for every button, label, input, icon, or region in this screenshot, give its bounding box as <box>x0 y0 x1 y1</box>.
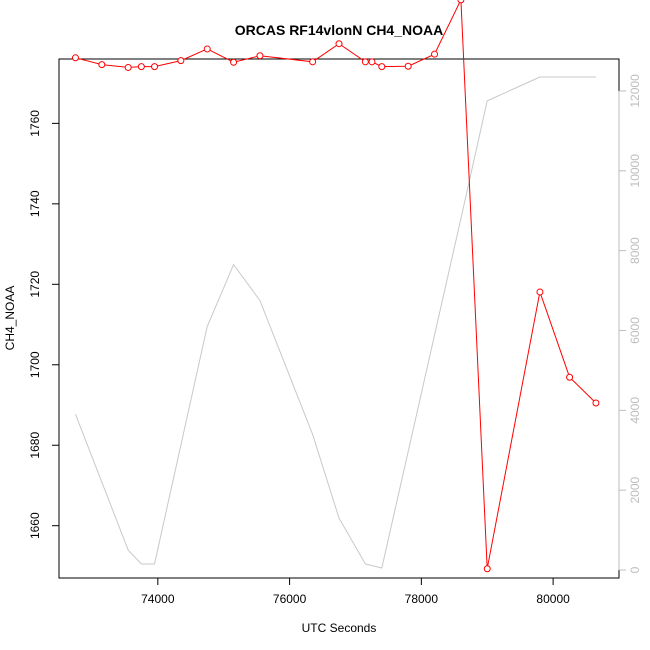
y2-tick-label: 2000 <box>628 476 642 503</box>
data-point <box>378 63 386 71</box>
data-point <box>536 288 544 296</box>
series-red-line <box>71 0 600 573</box>
data-point <box>98 61 106 69</box>
series-gray-line <box>75 76 596 569</box>
chart-title: ORCAS RF14vlonN CH4_NOAA <box>235 22 443 38</box>
data-point <box>592 399 600 407</box>
x-tick-label: 76000 <box>273 592 307 606</box>
data-point <box>71 54 79 62</box>
y2-tick-label: 10000 <box>628 154 642 188</box>
data-point <box>483 565 491 573</box>
data-point <box>124 63 132 71</box>
data-point <box>177 57 185 65</box>
data-point <box>404 62 412 70</box>
x-axis-label: UTC Seconds <box>302 621 377 635</box>
data-point <box>230 58 238 66</box>
x-tick-label: 80000 <box>536 592 570 606</box>
y-axis-label: CH4_NOAA <box>3 286 17 351</box>
data-point <box>431 50 439 58</box>
x-tick-label: 74000 <box>141 592 175 606</box>
y-tick-label: 1740 <box>28 190 42 217</box>
y-tick-label: 1760 <box>28 110 42 137</box>
red-series-line <box>75 0 597 569</box>
y-tick-label: 1700 <box>28 351 42 378</box>
y2-tick-label: 8000 <box>628 237 642 264</box>
y-tick-label: 1660 <box>28 512 42 539</box>
x-axis: 74000 76000 78000 80000 <box>141 577 570 606</box>
data-point <box>137 63 145 71</box>
y2-tick-label: 6000 <box>628 317 642 344</box>
y2-tick-label: 12000 <box>628 74 642 108</box>
data-point <box>309 58 317 66</box>
left-y-axis: 1660 1680 1700 1720 1740 1760 <box>28 110 60 539</box>
data-point <box>335 40 343 48</box>
gray-series-line <box>75 76 596 569</box>
x-tick-label: 78000 <box>405 592 439 606</box>
y-tick-label: 1720 <box>28 271 42 298</box>
data-point <box>566 373 574 381</box>
data-point <box>203 45 211 53</box>
y2-tick-label: 4000 <box>628 397 642 424</box>
y2-tick-label: 0 <box>628 566 642 573</box>
data-point <box>361 58 369 66</box>
data-point <box>368 58 376 66</box>
right-y-axis: 0 2000 4000 6000 8000 10000 12000 <box>618 74 642 573</box>
data-point <box>256 52 264 60</box>
y-tick-label: 1680 <box>28 432 42 459</box>
data-point <box>457 0 465 4</box>
data-point <box>151 63 159 71</box>
